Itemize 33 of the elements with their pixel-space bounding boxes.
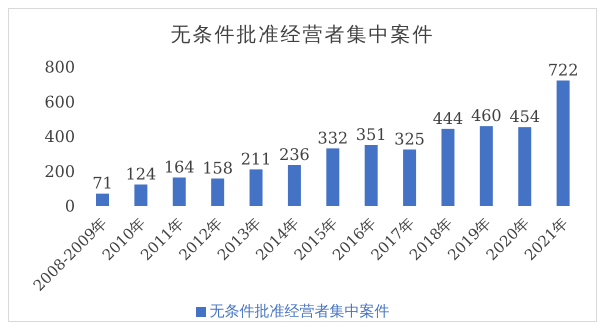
data-label: 460	[471, 106, 502, 126]
bar	[403, 150, 416, 206]
bar	[172, 178, 186, 206]
legend-label: 无条件批准经营者集中案件	[210, 302, 390, 320]
data-label: 164	[164, 158, 195, 177]
y-tick-label: 800	[44, 58, 75, 77]
data-label: 236	[279, 144, 310, 164]
data-label: 351	[356, 125, 386, 144]
data-label: 444	[432, 108, 464, 128]
data-label: 325	[394, 130, 425, 149]
y-tick-label: 0	[64, 196, 75, 216]
bar	[556, 80, 570, 206]
chart-title: 无条件批准经营者集中案件	[170, 21, 436, 48]
data-label: 211	[240, 149, 272, 168]
data-label: 71	[92, 174, 113, 193]
bar	[288, 164, 301, 206]
bar	[364, 145, 378, 206]
data-label: 454	[509, 107, 540, 126]
bar	[250, 169, 263, 206]
y-tick-label: 400	[44, 127, 75, 146]
data-label: 158	[202, 158, 233, 178]
bar	[134, 184, 148, 206]
y-tick-label: 600	[44, 92, 75, 112]
bar	[480, 126, 493, 206]
data-label: 332	[318, 128, 348, 148]
y-tick-label: 200	[44, 162, 75, 181]
data-label: 124	[126, 164, 156, 184]
bar	[326, 148, 340, 206]
bar	[441, 128, 454, 206]
bar	[211, 178, 224, 206]
data-label: 722	[548, 60, 578, 80]
bar	[96, 194, 109, 206]
bar	[518, 127, 532, 206]
